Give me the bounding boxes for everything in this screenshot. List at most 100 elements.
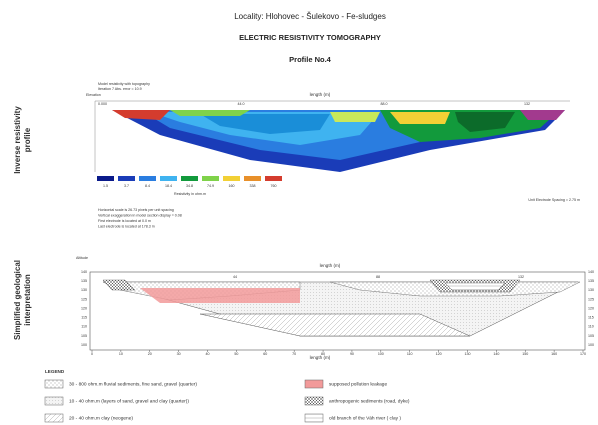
legend-swatch bbox=[44, 413, 64, 423]
profile-title: Profile No.4 bbox=[289, 55, 332, 64]
note: First electrode is located at 0.0 m bbox=[98, 219, 151, 223]
color-swatch bbox=[244, 176, 261, 181]
x-tick-label: 120 bbox=[436, 352, 442, 356]
spacing-note: Unit Electrode Spacing = 2.75 m bbox=[528, 198, 580, 202]
scale-mark: 44.0 bbox=[238, 102, 245, 106]
legend-label: 10 - 40 ohm.m (layers of sand, gravel an… bbox=[69, 398, 189, 404]
y-tick-label: 110 bbox=[588, 325, 594, 329]
section-layer bbox=[455, 112, 515, 132]
legend-label: anthropogenic sediments (road, dyke) bbox=[329, 398, 410, 404]
y-tick-label: 105 bbox=[588, 334, 594, 338]
elevation-ticks: 0.000 44.0 88.0 132 bbox=[98, 102, 530, 106]
legend-swatch bbox=[44, 396, 64, 406]
color-swatch bbox=[139, 176, 156, 181]
top-marks: 44 88 132 bbox=[233, 275, 524, 279]
model-title: Model resistivity with topography bbox=[98, 82, 150, 86]
x-tick-label: 40 bbox=[206, 352, 210, 356]
scale-mark: 0.000 bbox=[98, 102, 107, 106]
legend-swatch bbox=[304, 396, 324, 406]
x-tick-label: 90 bbox=[350, 352, 354, 356]
y-tick-label: 100 bbox=[588, 343, 594, 347]
color-scale-label: 34.8 bbox=[186, 184, 193, 188]
color-scale-title: Resistivity in ohm.m bbox=[174, 192, 206, 196]
x-tick-label: 100 bbox=[378, 352, 384, 356]
notes: Horizontal scale is 26.73 pixels per uni… bbox=[98, 208, 182, 229]
plot-frame bbox=[89, 271, 586, 351]
color-scale: 1.5 3.7 8.4 18.4 34.8 74.9 160 338 760 bbox=[97, 176, 282, 188]
altitude-label: Altitude bbox=[76, 256, 88, 260]
x-tick-label: 140 bbox=[493, 352, 499, 356]
top-mark: 88 bbox=[376, 275, 380, 279]
section-layer bbox=[330, 112, 380, 122]
locality: Locality: Hlohovec - Šulekovo - Fe-sludg… bbox=[234, 12, 386, 21]
note: Vertical exaggeration in model section d… bbox=[98, 213, 182, 217]
side-label-line: profile bbox=[23, 127, 32, 152]
y-tick-label: 130 bbox=[81, 288, 87, 292]
inverse-panel: Model resistivity with topography Iterat… bbox=[86, 82, 580, 229]
color-scale-label: 338 bbox=[250, 184, 256, 188]
y-tick-label: 140 bbox=[588, 270, 594, 274]
old-river-branch bbox=[444, 282, 506, 291]
side-label-line: Inverse resistivity bbox=[13, 106, 22, 174]
color-swatch bbox=[265, 176, 282, 181]
y-tick-label: 130 bbox=[588, 288, 594, 292]
y-tick-label: 125 bbox=[588, 297, 594, 301]
top-mark: 44 bbox=[233, 275, 237, 279]
color-scale-label: 18.4 bbox=[165, 184, 172, 188]
y-tick-label: 115 bbox=[81, 316, 87, 320]
clay-layer bbox=[199, 313, 471, 337]
y-ticks: 140 140 135 135 130 130 125 125 120 120 115 115 110 1… bbox=[81, 270, 594, 347]
legend-items: 30 - 800 ohm.m fluvial sediments, fine s… bbox=[44, 379, 410, 423]
color-swatch bbox=[118, 176, 135, 181]
x-tick-label: 50 bbox=[234, 352, 238, 356]
x-tick-label: 170 bbox=[580, 352, 586, 356]
pollution-leakage bbox=[140, 288, 300, 303]
side-label: Inverse resistivity profile bbox=[13, 106, 32, 174]
scale-mark: 132 bbox=[524, 102, 530, 106]
note: Last electrode is located at 178.3 m bbox=[98, 224, 155, 228]
legend-label: 30 - 800 ohm.m fluvial sediments, fine s… bbox=[69, 381, 197, 387]
color-scale-label: 760 bbox=[271, 184, 277, 188]
y-tick-label: 110 bbox=[81, 325, 87, 329]
y-tick-label: 140 bbox=[81, 270, 87, 274]
iteration: Iteration 7 Abs. error = 10.9 bbox=[98, 87, 142, 91]
color-swatch bbox=[160, 176, 177, 181]
color-swatch bbox=[202, 176, 219, 181]
y-tick-label: 135 bbox=[81, 279, 87, 283]
section-layer bbox=[200, 114, 330, 134]
x-tick-label: 60 bbox=[263, 352, 267, 356]
color-scale-label: 160 bbox=[229, 184, 235, 188]
length-label: length (m) bbox=[310, 355, 331, 360]
side-label-line: interpretation bbox=[23, 274, 32, 326]
side-label: Simplified geological interpretation bbox=[13, 260, 32, 340]
y-tick-label: 115 bbox=[588, 316, 594, 320]
x-tick-label: 10 bbox=[119, 352, 123, 356]
section-layer bbox=[112, 110, 170, 120]
x-tick-label: 160 bbox=[551, 352, 557, 356]
resistivity-section bbox=[112, 110, 565, 172]
x-tick-label: 30 bbox=[177, 352, 181, 356]
legend-label: 20 - 40 ohm.m clay (neogene) bbox=[69, 415, 133, 421]
color-scale-label: 8.4 bbox=[145, 184, 150, 188]
x-ticks: 0 10 20 30 40 50 60 70 80 90 100 110 120 130 140 150 160… bbox=[91, 350, 586, 356]
x-tick-label: 20 bbox=[148, 352, 152, 356]
side-label-line: Simplified geological bbox=[13, 260, 22, 340]
y-tick-label: 120 bbox=[81, 306, 87, 310]
y-tick-label: 120 bbox=[588, 306, 594, 310]
section-layer bbox=[170, 110, 250, 116]
x-tick-label: 150 bbox=[522, 352, 528, 356]
x-tick-label: 0 bbox=[91, 352, 93, 356]
color-scale-label: 74.9 bbox=[207, 184, 214, 188]
color-swatch bbox=[181, 176, 198, 181]
color-scale-label: 1.5 bbox=[103, 184, 108, 188]
y-tick-label: 125 bbox=[81, 297, 87, 301]
y-tick-label: 100 bbox=[81, 343, 87, 347]
elevation-label: Elevation bbox=[86, 93, 101, 97]
y-tick-label: 135 bbox=[588, 279, 594, 283]
legend-swatch bbox=[44, 379, 64, 389]
legend-swatch bbox=[304, 413, 324, 423]
geology-panel: Altitude length (m) 44 88 132 0 10 20 30 40 50 6… bbox=[76, 256, 594, 360]
length-label: length (m) bbox=[320, 263, 341, 268]
x-tick-label: 130 bbox=[464, 352, 470, 356]
